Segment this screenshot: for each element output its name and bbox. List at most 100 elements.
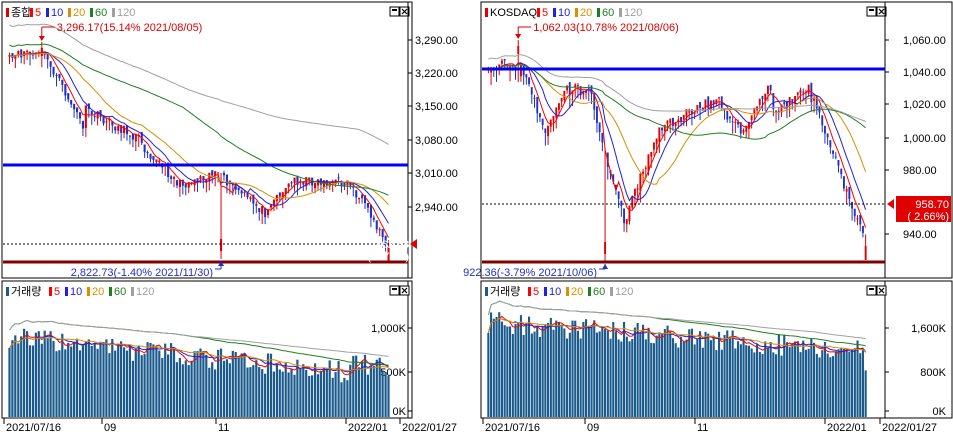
candle-body [308,177,311,180]
high-annotation-label: 3,296.17(15.14% 2021/08/05) [57,22,203,34]
last-price-box [896,196,951,222]
volume-bar [604,329,607,417]
candle-body [758,98,761,105]
volume-bar [349,364,352,417]
candle-body [840,168,843,175]
price-pane[interactable] [480,1,953,279]
price-tick-label: 3,080.00 [415,135,458,147]
candle-body [284,188,287,195]
volume-bar [120,341,123,417]
volume-bar [807,348,810,417]
volume-bar [272,371,275,417]
menu-marker-icon[interactable] [6,8,9,17]
volume-bar [538,337,541,417]
ma-legend-label: 120 [117,7,135,19]
volume-ma120-line [487,300,866,340]
candle-body [196,178,199,182]
low-marker-icon [602,264,609,269]
volume-bar [75,338,79,417]
candle-body [634,188,636,196]
candle-body [287,183,290,188]
candle-body [20,49,23,58]
volume-bar [769,342,772,417]
candle-body [220,239,223,251]
volume-bar [688,329,691,417]
volume-bar [266,353,270,417]
maximize-icon[interactable] [389,6,400,17]
volume-bar [631,339,634,417]
volume-bar [381,370,384,417]
candle-body [290,182,293,184]
volume-bar [49,331,52,417]
candle-body [105,121,108,123]
candle-body [625,218,628,225]
ma-legend-label: 120 [624,7,642,19]
volume-bar [715,350,718,417]
volume-bar [864,370,867,417]
candle-body [361,194,364,199]
volume-bar [81,345,84,417]
candle-body [824,125,826,134]
candle-body [372,217,375,220]
candle-body [612,174,615,182]
maximize-icon[interactable] [866,285,877,296]
volume-bar [490,312,493,417]
menu-marker-icon[interactable] [6,287,9,296]
candle-body [108,118,111,121]
volume-bar [522,335,525,417]
price-pane[interactable] [1,1,413,279]
volume-tick-label: 1,600K [911,323,947,335]
candle-body [222,172,225,176]
ma-legend-label: 60 [95,7,107,19]
volume-bar [64,349,67,417]
low-annotation-label: 922.36(-3.79% 2021/10/06) [463,267,597,279]
candle-body [655,138,658,144]
maximize-icon[interactable] [866,6,877,17]
volume-bar [669,331,672,417]
volume-bar [337,361,340,417]
volume-bar [202,351,205,417]
date-label: 2022/01/27 [402,422,457,434]
volume-bar [845,350,848,417]
volume-bar [785,342,788,417]
candle-body [620,200,623,206]
candle-body [26,50,29,52]
candle-body [530,87,533,95]
volume-bar [190,360,193,417]
volume-bar [644,339,647,417]
menu-marker-icon[interactable] [485,8,488,17]
candle-body [837,160,840,166]
volume-bar [625,336,628,417]
candle-body [769,84,772,91]
volume-bar [14,335,17,417]
volume-bar [319,371,322,417]
ma-legend-label: 120 [615,286,633,298]
index-name-label: KOSDAQ [490,7,538,19]
volume-bar [240,353,243,417]
volume-bar [745,345,748,417]
candle-body [650,152,653,157]
ma-legend-label: 20 [571,286,583,298]
maximize-icon[interactable] [389,285,400,296]
candle-body [682,114,685,120]
candle-body [501,60,503,64]
volume-title-label: 거래량 [490,285,520,298]
candle-body [807,84,810,94]
candle-body [826,133,829,138]
low-annotation-label: 2,822.73(-1.40% 2021/11/30) [71,267,213,279]
volume-bar [8,348,11,417]
volume-moving-averages [9,319,389,376]
volume-bar [275,364,278,417]
candle-body [67,93,70,100]
candle-body [281,192,284,199]
menu-marker-icon[interactable] [485,287,488,296]
candle-body [81,120,84,129]
volume-bar [287,372,290,417]
price-tick-label: 940.00 [903,229,937,241]
candle-body [14,55,17,59]
candle-body [249,197,252,200]
candle-body [520,65,522,77]
volume-bar [161,358,164,417]
candle-body [688,109,691,113]
candle-body [704,99,707,109]
